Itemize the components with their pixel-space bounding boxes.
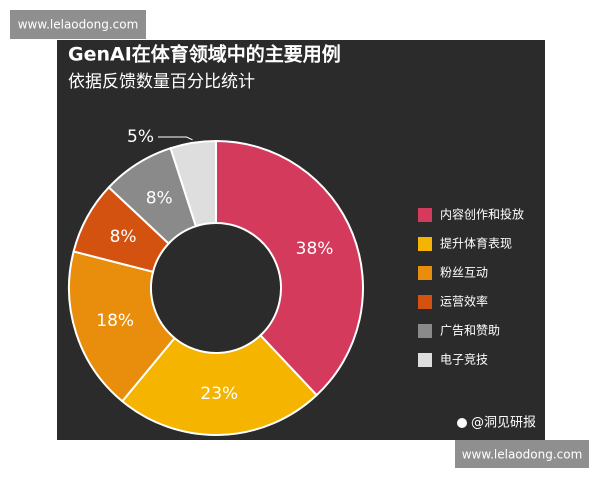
- legend-swatch: [418, 353, 432, 367]
- source-icon: [457, 418, 467, 428]
- watermark-box: [455, 440, 589, 468]
- chart-title: GenAI在体育领域中的主要用例: [68, 43, 341, 66]
- data-label: 8%: [110, 227, 137, 247]
- data-label: 18%: [96, 311, 134, 331]
- legend-swatch: [418, 208, 432, 222]
- legend-swatch: [418, 237, 432, 251]
- data-label: 38%: [296, 239, 334, 259]
- donut-slice: [169, 139, 217, 228]
- source: @洞见研报: [471, 416, 536, 431]
- donut-slice: [215, 139, 364, 397]
- legend-label: 运营效率: [440, 294, 488, 309]
- legend-label: 内容创作和投放: [440, 207, 524, 222]
- chart-subtitle: 依据反馈数量百分比统计: [68, 72, 255, 92]
- watermark: www.lelaodong.com: [462, 448, 583, 462]
- data-label: 5%: [127, 127, 154, 147]
- legend-swatch: [418, 295, 432, 309]
- donut-slice: [120, 333, 319, 436]
- data-label: 8%: [146, 189, 173, 209]
- donut-slice: [68, 250, 176, 403]
- legend-swatch: [418, 324, 432, 338]
- leader-line: [158, 136, 193, 141]
- data-label: 23%: [200, 384, 238, 404]
- legend-label: 粉丝互动: [440, 266, 488, 280]
- legend-label: 广告和赞助: [440, 324, 500, 338]
- legend-swatch: [418, 266, 432, 280]
- legend-label: 电子竞技: [440, 353, 488, 367]
- watermark-box: [10, 10, 146, 39]
- watermark: www.lelaodong.com: [18, 18, 139, 32]
- legend-label: 提升体育表现: [440, 236, 512, 251]
